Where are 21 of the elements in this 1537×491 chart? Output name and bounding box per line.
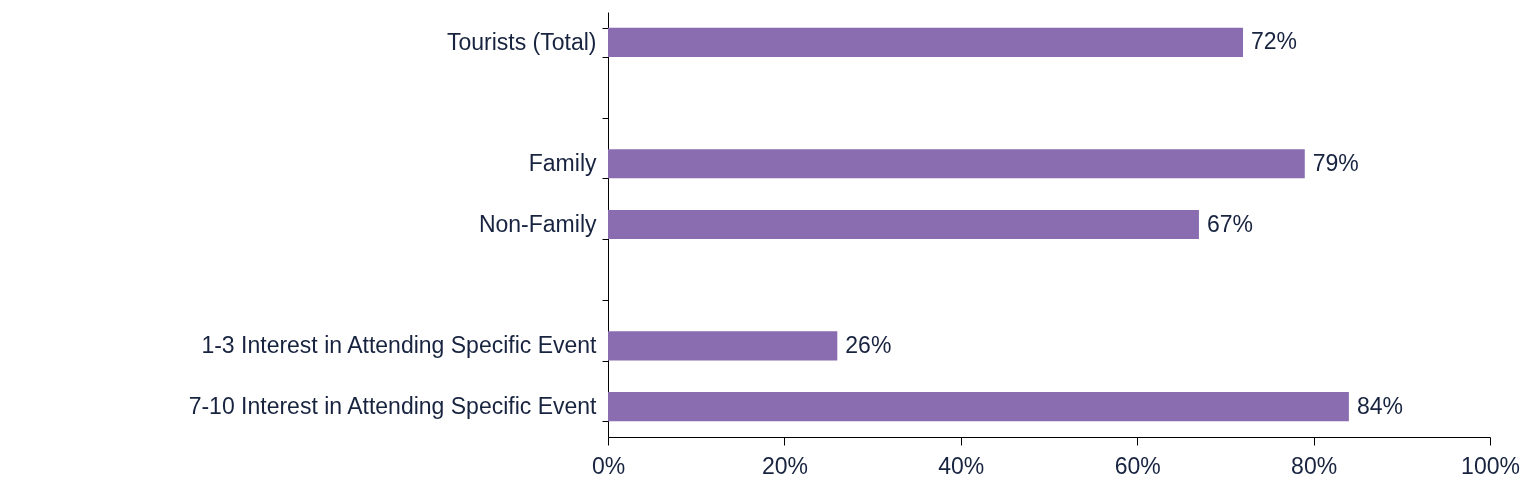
y-tick-label: Tourists (Total)	[446, 28, 597, 55]
data-label: 79%	[1312, 149, 1359, 176]
data-label: 67%	[1206, 210, 1253, 237]
y-tick-label: Non-Family	[478, 211, 597, 237]
x-tick-label: 100%	[1461, 452, 1520, 479]
x-tick-label: 20%	[761, 452, 808, 479]
x-tick-label: 60%	[1114, 452, 1161, 479]
bar	[608, 209, 1199, 240]
y-tick-label: 7-10 Interest in Attending Specific Event	[188, 393, 598, 420]
bar	[608, 331, 838, 361]
x-tick-label: 80%	[1291, 452, 1338, 479]
x-tick-label: 0%	[591, 452, 626, 479]
bar	[608, 392, 1349, 422]
data-label: 72%	[1251, 28, 1298, 55]
x-tick-label: 40%	[938, 452, 985, 479]
bar	[608, 27, 1244, 57]
data-label: 84%	[1356, 392, 1403, 419]
y-tick-label: Family	[528, 150, 597, 177]
data-label: 26%	[845, 331, 892, 358]
y-tick-label: 1-3 Interest in Attending Specific Event	[201, 332, 598, 359]
bar	[608, 149, 1305, 179]
